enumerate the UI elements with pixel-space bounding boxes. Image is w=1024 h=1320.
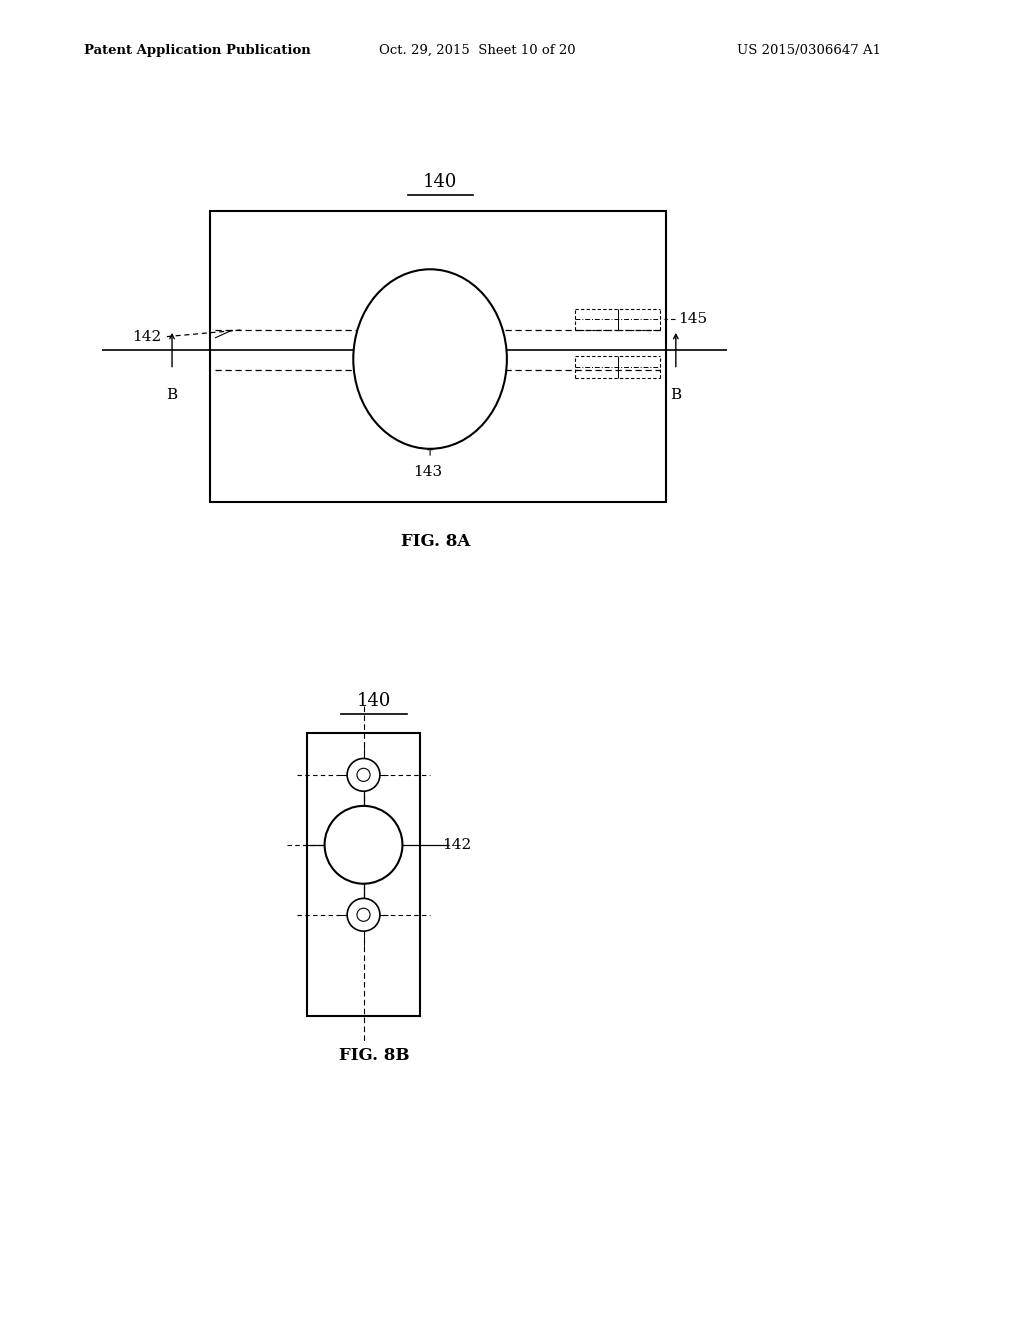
Text: Oct. 29, 2015  Sheet 10 of 20: Oct. 29, 2015 Sheet 10 of 20 bbox=[379, 44, 575, 57]
Text: US 2015/0306647 A1: US 2015/0306647 A1 bbox=[737, 44, 882, 57]
Text: 143: 143 bbox=[414, 465, 442, 479]
Text: 142: 142 bbox=[132, 330, 162, 343]
Ellipse shape bbox=[347, 899, 380, 931]
Ellipse shape bbox=[347, 759, 380, 791]
Text: B: B bbox=[167, 388, 177, 403]
Bar bbox=[307, 733, 420, 1016]
Text: Patent Application Publication: Patent Application Publication bbox=[84, 44, 310, 57]
Text: 140: 140 bbox=[423, 173, 458, 191]
Text: 145: 145 bbox=[678, 313, 707, 326]
Ellipse shape bbox=[325, 807, 402, 883]
Bar bbox=[210, 211, 666, 502]
Text: FIG. 8B: FIG. 8B bbox=[339, 1048, 409, 1064]
Ellipse shape bbox=[353, 269, 507, 449]
Text: 140: 140 bbox=[356, 692, 391, 710]
Ellipse shape bbox=[357, 908, 370, 921]
Text: 142: 142 bbox=[442, 838, 472, 851]
Ellipse shape bbox=[357, 768, 370, 781]
Text: B: B bbox=[671, 388, 681, 403]
Text: FIG. 8A: FIG. 8A bbox=[400, 533, 470, 549]
